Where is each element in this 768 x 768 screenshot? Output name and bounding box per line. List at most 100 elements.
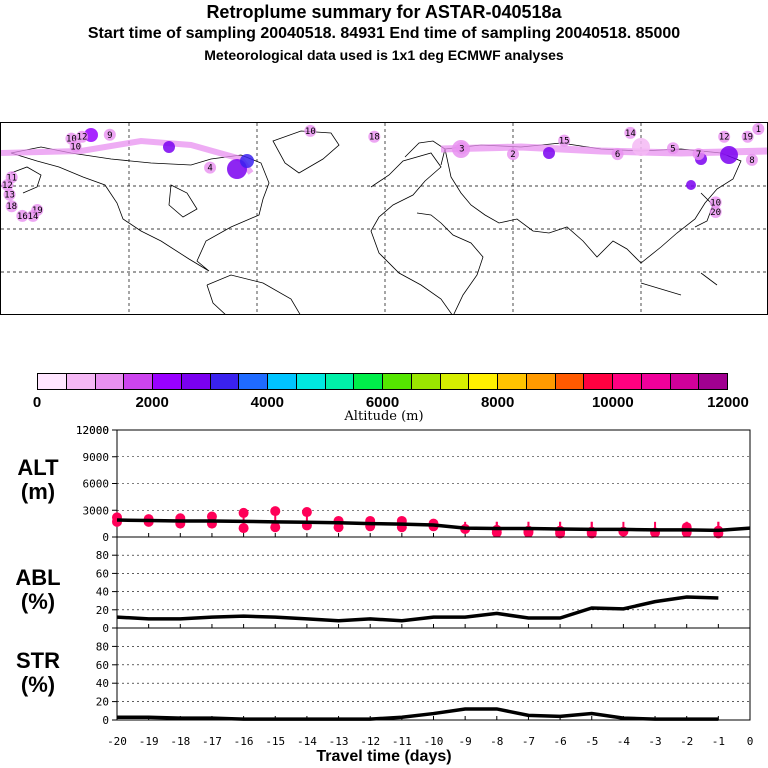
map-marker-dot (5, 200, 18, 213)
map-marker: 9 (103, 128, 116, 141)
sampling-times: Start time of sampling 20040518. 84931 E… (87, 25, 681, 42)
colorbar-label: Altitude (m) (344, 409, 424, 424)
alt-scatter-point (238, 523, 249, 534)
x-tick-label: -7 (522, 735, 535, 748)
map-marker-dot (368, 130, 381, 143)
map-marker-label: 14 (625, 129, 636, 139)
x-tick-label: -5 (585, 735, 598, 748)
map-marker-dot (507, 148, 519, 161)
map-marker: 10 (69, 140, 82, 153)
map-marker-dot (304, 124, 317, 137)
x-tick-label: -19 (139, 735, 159, 748)
colorbar-segment (38, 374, 67, 389)
x-tick-label: -10 (424, 735, 444, 748)
colorbar-tick-label: 2000 (135, 394, 169, 411)
map-marker-dot (69, 140, 82, 153)
map-marker: 10 (304, 124, 317, 137)
map-marker-label: 3 (459, 144, 464, 154)
colorbar-segment (555, 374, 585, 389)
x-tick-label: -11 (392, 735, 412, 748)
map-marker-dot (709, 205, 722, 218)
colorbar-segment (239, 374, 268, 389)
map-marker-label: 10 (305, 127, 316, 137)
map-marker-dot (745, 153, 758, 166)
str-y-tick-label: 0 (102, 714, 109, 727)
colorbar-segment (95, 374, 125, 389)
x-tick-label: -17 (202, 735, 222, 748)
abl-series-line (116, 595, 719, 623)
map-marker: 8 (745, 153, 758, 166)
colorbar-segment (469, 374, 498, 389)
map-marker-label: 18 (6, 202, 17, 212)
x-tick-label: -13 (329, 735, 349, 748)
map-marker-label: 12 (719, 133, 730, 143)
map-marker-dot (27, 209, 39, 222)
colorbar-segment (124, 374, 153, 389)
map-marker: 12 (76, 130, 89, 143)
x-tick-label: -4 (617, 735, 631, 748)
map-marker-label: 13 (4, 191, 15, 201)
map-marker-label: 5 (670, 144, 675, 154)
map-marker-dot (741, 130, 754, 143)
colorbar-tick-label: 8000 (480, 394, 515, 411)
map-marker: 2 (507, 148, 519, 161)
abl-y-tick-label: 20 (96, 604, 109, 617)
map-marker-label: 10 (710, 198, 721, 208)
map-marker-label: 16 (17, 212, 28, 222)
str-panel-unit: (%) (21, 672, 55, 697)
map-marker-label: 11 (6, 173, 17, 183)
map-marker: 14 (624, 126, 637, 139)
colorbar-segment (181, 374, 211, 389)
map-marker-label: 12 (77, 133, 88, 143)
str-y-tick-label: 20 (96, 696, 109, 709)
map-marker: 18 (5, 200, 18, 213)
abl-frame (116, 536, 751, 629)
colorbar-segment (584, 374, 613, 389)
colorbar-segment (641, 374, 671, 389)
time-series-panels: 0300060009000120001200002040608002040608… (15, 424, 753, 748)
meteorological-data-note: Meteorological data used is 1x1 deg ECMW… (204, 47, 564, 63)
map-marker-dot (718, 130, 731, 143)
map-marker: 19 (741, 130, 754, 143)
colorbar-tick-label: 6000 (365, 394, 400, 411)
colorbar-segment (613, 374, 642, 389)
alt-y-tick-label: 0 (102, 531, 109, 544)
map-marker-label: 14 (28, 212, 39, 222)
map-marker-dot (611, 148, 624, 161)
abl-panel-label: ABL (15, 565, 60, 590)
alt-scatter-point (206, 511, 217, 522)
map-marker-dot (709, 196, 722, 209)
map-marker-label: 1 (756, 125, 761, 135)
graticule (1, 123, 767, 314)
colorbar-segment (383, 374, 412, 389)
map-marker-label: 19 (742, 133, 753, 143)
map-marker-dot (1, 178, 14, 191)
str-y-tick-label: 40 (96, 677, 109, 690)
map-marker-label: 4 (207, 164, 212, 174)
abl-y-tick-label: 0 (102, 622, 109, 635)
map-marker-dot (624, 126, 637, 139)
alt-y-tick-label: 9000 (83, 451, 110, 464)
abl-y-tick-label: 80 (96, 549, 109, 562)
map-marker: 12 (1, 178, 14, 191)
chart-layer: 0300060009000120001200002040608002040608… (76, 424, 753, 748)
map-marker-dot (3, 188, 16, 201)
map-marker-label: 6 (615, 150, 620, 160)
map-marker: 4 (204, 161, 217, 174)
map-marker-dot (16, 209, 29, 222)
map-marker-dot (455, 142, 468, 155)
map-marker-dot (558, 134, 571, 147)
plume-ribbon (1, 128, 767, 190)
colorbar-segment (268, 374, 297, 389)
colorbar-tick-label: 4000 (250, 394, 285, 411)
x-tick-label: -15 (265, 735, 285, 748)
x-tick-label: -2 (680, 735, 693, 748)
x-tick-label: -20 (107, 735, 127, 748)
map-marker: 20 (709, 205, 722, 218)
map-marker: 6 (611, 148, 624, 161)
colorbar-tick-label: 0 (32, 394, 42, 411)
str-frame (116, 627, 751, 721)
map-marker: 5 (667, 142, 679, 155)
